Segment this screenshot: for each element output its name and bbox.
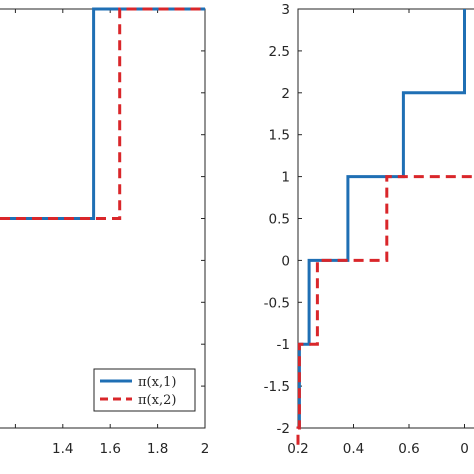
x-tick-label: 0 bbox=[460, 441, 469, 457]
series-line-2 bbox=[296, 175, 474, 445]
x-tick-label: 0.2 bbox=[287, 441, 308, 457]
x-tick-label: 2 bbox=[201, 441, 210, 457]
y-tick-label: -2 bbox=[277, 421, 290, 437]
y-tick-label: -0.5 bbox=[264, 295, 290, 311]
x-tick-label: 1.6 bbox=[99, 441, 120, 457]
legend-box bbox=[93, 368, 196, 412]
y-tick-label: -1.5 bbox=[264, 379, 290, 395]
x-tick-label: 0.4 bbox=[343, 441, 364, 457]
y-tick-label: 3 bbox=[281, 2, 290, 18]
legend-label-2: π(x,2) bbox=[138, 393, 176, 408]
y-tick-label: 0 bbox=[281, 253, 290, 269]
series-line-1 bbox=[297, 9, 466, 430]
y-tick-label: 0.5 bbox=[269, 212, 290, 228]
chart-panel-2: -2 -1.5 -1 -0.5 0 0.5 1 1.5 2 2.5 3 0.2 0.4 0.6 0 bbox=[264, 2, 474, 457]
chart-panel-1: 1.4 1.6 1.8 2 π(x,1) π(x,2) bbox=[0, 7, 210, 457]
x-tick-label: 1.4 bbox=[52, 441, 73, 457]
x-tick-label: 1.8 bbox=[147, 441, 168, 457]
y-tick-label: 2.5 bbox=[269, 44, 290, 60]
y-tick-label: 1 bbox=[281, 170, 290, 186]
plot-frame bbox=[297, 8, 474, 429]
series-line-1 bbox=[0, 7, 205, 220]
x-tick-label: 0.6 bbox=[398, 441, 419, 457]
y-tick-label: 1.5 bbox=[269, 128, 290, 144]
series-line-2 bbox=[0, 7, 205, 220]
legend-label-1: π(x,1) bbox=[138, 375, 176, 390]
y-tick-label: 2 bbox=[281, 86, 290, 102]
y-tick-label: -1 bbox=[277, 337, 290, 353]
